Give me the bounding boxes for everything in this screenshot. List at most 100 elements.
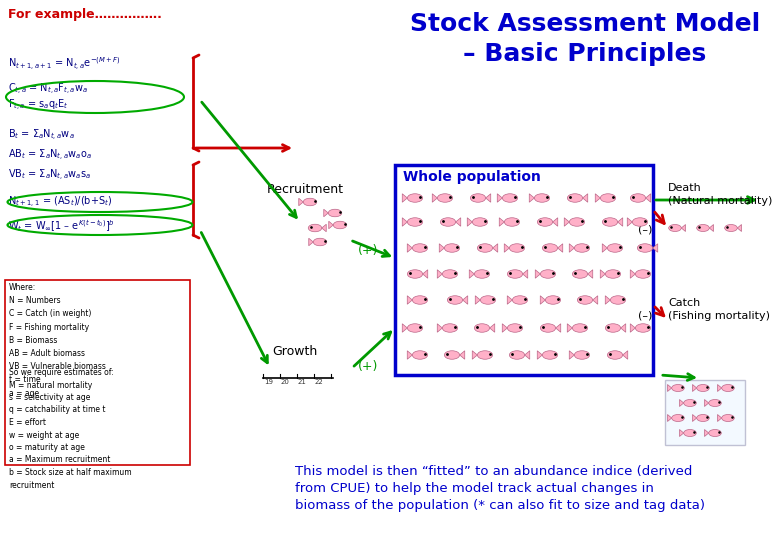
Text: B$_t$ = Σ$_a$N$_{t,a}$w$_a$: B$_t$ = Σ$_a$N$_{t,a}$w$_a$ — [8, 128, 75, 143]
Ellipse shape — [630, 194, 646, 202]
Ellipse shape — [605, 270, 621, 278]
Ellipse shape — [577, 296, 593, 304]
Polygon shape — [618, 218, 622, 226]
Polygon shape — [402, 324, 407, 332]
Polygon shape — [499, 218, 505, 226]
Ellipse shape — [438, 194, 452, 202]
Polygon shape — [507, 296, 512, 304]
Ellipse shape — [505, 218, 519, 226]
Polygon shape — [324, 209, 328, 217]
Polygon shape — [530, 194, 534, 202]
Text: N$_{t+1,a+1}$ = N$_{t,a}$e$^{-(M+F)}$: N$_{t+1,a+1}$ = N$_{t,a}$e$^{-(M+F)}$ — [8, 55, 121, 72]
Ellipse shape — [573, 324, 587, 332]
Ellipse shape — [601, 194, 615, 202]
Ellipse shape — [725, 225, 737, 232]
Text: – Basic Principles: – Basic Principles — [463, 42, 707, 66]
Text: AB$_t$ = Σ$_a$N$_{t,a}$w$_a$o$_a$: AB$_t$ = Σ$_a$N$_{t,a}$w$_a$o$_a$ — [8, 148, 92, 163]
Polygon shape — [439, 244, 445, 252]
Polygon shape — [737, 225, 742, 232]
Polygon shape — [553, 218, 558, 226]
Ellipse shape — [684, 400, 697, 407]
Ellipse shape — [697, 225, 709, 232]
Polygon shape — [630, 324, 636, 332]
Ellipse shape — [574, 351, 590, 359]
Polygon shape — [493, 244, 498, 252]
Polygon shape — [622, 351, 628, 359]
Ellipse shape — [709, 429, 722, 436]
Polygon shape — [567, 324, 573, 332]
Text: 22: 22 — [315, 379, 324, 385]
Polygon shape — [704, 400, 709, 407]
Ellipse shape — [407, 194, 423, 202]
Ellipse shape — [605, 324, 621, 332]
Ellipse shape — [537, 218, 553, 226]
Ellipse shape — [610, 296, 626, 304]
Polygon shape — [490, 324, 495, 332]
Text: 19: 19 — [264, 379, 273, 385]
Polygon shape — [328, 221, 333, 229]
Bar — [665, 380, 745, 445]
Ellipse shape — [567, 194, 583, 202]
Text: Catch: Catch — [668, 298, 700, 308]
Polygon shape — [407, 244, 413, 252]
Text: Stock Assessment Model: Stock Assessment Model — [410, 12, 760, 36]
Ellipse shape — [697, 415, 709, 422]
Ellipse shape — [534, 194, 550, 202]
Ellipse shape — [509, 244, 525, 252]
Ellipse shape — [413, 296, 427, 304]
Polygon shape — [467, 218, 473, 226]
Polygon shape — [601, 270, 605, 278]
Text: Death: Death — [668, 183, 702, 193]
Polygon shape — [407, 296, 413, 304]
Text: This model is then “fitted” to an abundance indice (derived
from CPUE) to help t: This model is then “fitted” to an abunda… — [295, 465, 705, 512]
Polygon shape — [569, 351, 574, 359]
Polygon shape — [502, 324, 507, 332]
Polygon shape — [627, 218, 633, 226]
Polygon shape — [718, 415, 722, 422]
Ellipse shape — [477, 351, 493, 359]
Ellipse shape — [542, 244, 558, 252]
Text: Recruitment: Recruitment — [267, 183, 343, 196]
Polygon shape — [668, 415, 672, 422]
Polygon shape — [583, 194, 588, 202]
Text: F$_{t,a}$ = s$_a$q$_t$E$_t$: F$_{t,a}$ = s$_a$q$_t$E$_t$ — [8, 98, 69, 113]
Ellipse shape — [328, 209, 342, 217]
Polygon shape — [541, 296, 545, 304]
Polygon shape — [668, 384, 672, 391]
Polygon shape — [595, 194, 601, 202]
Ellipse shape — [413, 351, 427, 359]
Ellipse shape — [407, 270, 423, 278]
Ellipse shape — [474, 324, 490, 332]
Ellipse shape — [442, 270, 458, 278]
Polygon shape — [438, 270, 442, 278]
Polygon shape — [564, 218, 569, 226]
Polygon shape — [693, 415, 697, 422]
Polygon shape — [653, 244, 658, 252]
Ellipse shape — [477, 244, 493, 252]
Text: N$_{t+1,1}$ = (AS$_t$)/(b+S$_t$): N$_{t+1,1}$ = (AS$_t$)/(b+S$_t$) — [8, 195, 112, 210]
Ellipse shape — [303, 198, 317, 206]
Ellipse shape — [474, 270, 490, 278]
Polygon shape — [498, 194, 502, 202]
Text: VB$_t$ = Σ$_a$N$_{t,a}$w$_a$s$_a$: VB$_t$ = Σ$_a$N$_{t,a}$w$_a$s$_a$ — [8, 168, 91, 183]
Polygon shape — [309, 238, 314, 246]
Ellipse shape — [637, 244, 653, 252]
Ellipse shape — [541, 324, 555, 332]
Text: (–): (–) — [638, 310, 652, 320]
Polygon shape — [679, 429, 684, 436]
Polygon shape — [681, 225, 686, 232]
Polygon shape — [475, 296, 480, 304]
Polygon shape — [504, 244, 509, 252]
Text: 20: 20 — [281, 379, 290, 385]
Ellipse shape — [541, 270, 555, 278]
Ellipse shape — [722, 384, 734, 391]
Ellipse shape — [507, 270, 523, 278]
Ellipse shape — [569, 218, 585, 226]
Polygon shape — [525, 351, 530, 359]
Polygon shape — [470, 270, 474, 278]
Polygon shape — [463, 296, 468, 304]
Polygon shape — [535, 270, 541, 278]
Polygon shape — [423, 270, 427, 278]
Ellipse shape — [509, 351, 525, 359]
Ellipse shape — [407, 324, 423, 332]
